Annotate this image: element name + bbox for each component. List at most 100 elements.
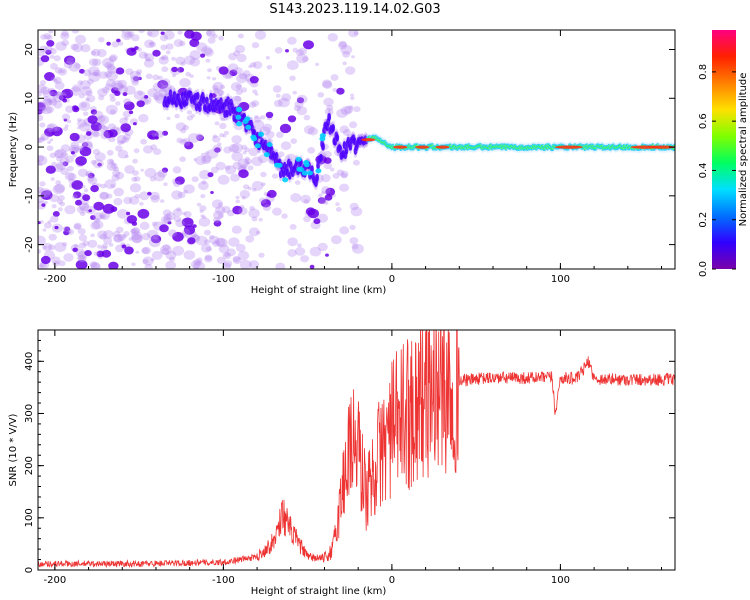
noise-blob [253, 116, 262, 123]
noise-blob [63, 253, 74, 262]
noise-blob [212, 77, 217, 81]
noise-blob [260, 199, 271, 208]
noise-blob [137, 208, 150, 219]
noise-blob [196, 202, 202, 207]
noise-blob [160, 78, 171, 87]
colorbar-gradient [712, 30, 736, 269]
noise-blob [39, 122, 46, 128]
noise-blob [99, 192, 109, 200]
noise-blob [231, 95, 242, 104]
noise-blob [173, 215, 182, 223]
noise-blob [209, 235, 220, 245]
y-tick-label: 20 [24, 43, 35, 56]
noise-blob [63, 118, 68, 122]
noise-blob [59, 157, 70, 166]
noise-blob [342, 129, 352, 136]
noise-blob [150, 144, 158, 151]
noise-blob [106, 158, 114, 165]
noise-blob [251, 216, 258, 222]
noise-blob [108, 55, 117, 63]
noise-blob [162, 244, 171, 251]
noise-blob [117, 85, 128, 94]
noise-blob [211, 199, 224, 209]
noise-blob [54, 67, 63, 74]
noise-blob [224, 252, 230, 258]
noise-blob [266, 65, 273, 70]
noise-blob [138, 113, 149, 123]
noise-blob [117, 149, 129, 159]
ridge-point [202, 96, 206, 105]
noise-blob [132, 170, 139, 176]
noise-blob [352, 159, 360, 166]
noise-blob [248, 147, 259, 157]
noise-blob [99, 233, 107, 240]
noise-blob [104, 179, 117, 190]
noise-blob [193, 259, 202, 266]
noise-blob [94, 217, 101, 223]
noise-blob [171, 56, 176, 61]
noise-blob [63, 61, 73, 69]
noise-blob [88, 58, 99, 67]
noise-blob [69, 132, 80, 142]
noise-blob [70, 141, 80, 149]
noise-blob [265, 111, 274, 119]
noise-blob [57, 195, 65, 201]
noise-blob [83, 188, 89, 193]
noise-blob [207, 37, 216, 44]
noise-blob [302, 56, 309, 62]
noise-blob [56, 156, 63, 162]
noise-blob [234, 67, 243, 75]
noise-blob [225, 165, 237, 175]
noise-blob [124, 85, 136, 95]
noise-blob [58, 260, 66, 267]
noise-blob [243, 184, 250, 190]
noise-blob [43, 96, 49, 101]
noise-blob [271, 173, 279, 179]
noise-blob [204, 255, 213, 263]
noise-blob [103, 230, 114, 239]
noise-blob [67, 165, 74, 172]
noise-blob [123, 133, 131, 141]
noise-blob [212, 144, 223, 153]
noise-blob [79, 146, 92, 157]
noise-blob [38, 249, 42, 254]
noise-blob [279, 123, 292, 134]
noise-blob [64, 172, 75, 181]
noise-blob [109, 97, 116, 102]
chart-title: S143.2023.119.14.02.G03 [269, 2, 441, 17]
ridge-spot [282, 177, 289, 183]
noise-blob [219, 84, 226, 90]
noise-blob [46, 145, 54, 151]
noise-blob [64, 55, 76, 65]
noise-blob [196, 134, 204, 141]
noise-blob [144, 167, 157, 178]
noise-blob [321, 191, 325, 195]
noise-blob [219, 122, 227, 130]
noise-blob [181, 217, 194, 228]
ridge-spot [274, 162, 280, 168]
noise-blob [60, 152, 69, 159]
noise-blob [106, 149, 114, 156]
colorbar: 0.0 0.2 0.4 0.6 0.8 Normalized spectral ampli… [698, 30, 749, 277]
noise-blob [159, 224, 169, 233]
noise-blob [112, 169, 121, 177]
noise-blob [214, 121, 220, 126]
noise-blob [79, 122, 91, 132]
noise-blob [183, 225, 196, 235]
noise-blob [172, 208, 183, 217]
noise-blob [47, 140, 52, 144]
noise-blob [106, 63, 116, 71]
noise-blob [317, 197, 326, 204]
noise-blob [42, 228, 47, 232]
noise-blob [59, 201, 66, 207]
noise-blob [53, 76, 62, 84]
noise-blob [200, 243, 212, 253]
noise-blob [38, 101, 47, 110]
noise-blob [98, 95, 105, 101]
noise-blob [82, 142, 89, 148]
noise-blob [321, 79, 332, 88]
noise-blob [123, 101, 135, 111]
noise-blob [53, 93, 64, 103]
noise-blob [142, 256, 154, 266]
